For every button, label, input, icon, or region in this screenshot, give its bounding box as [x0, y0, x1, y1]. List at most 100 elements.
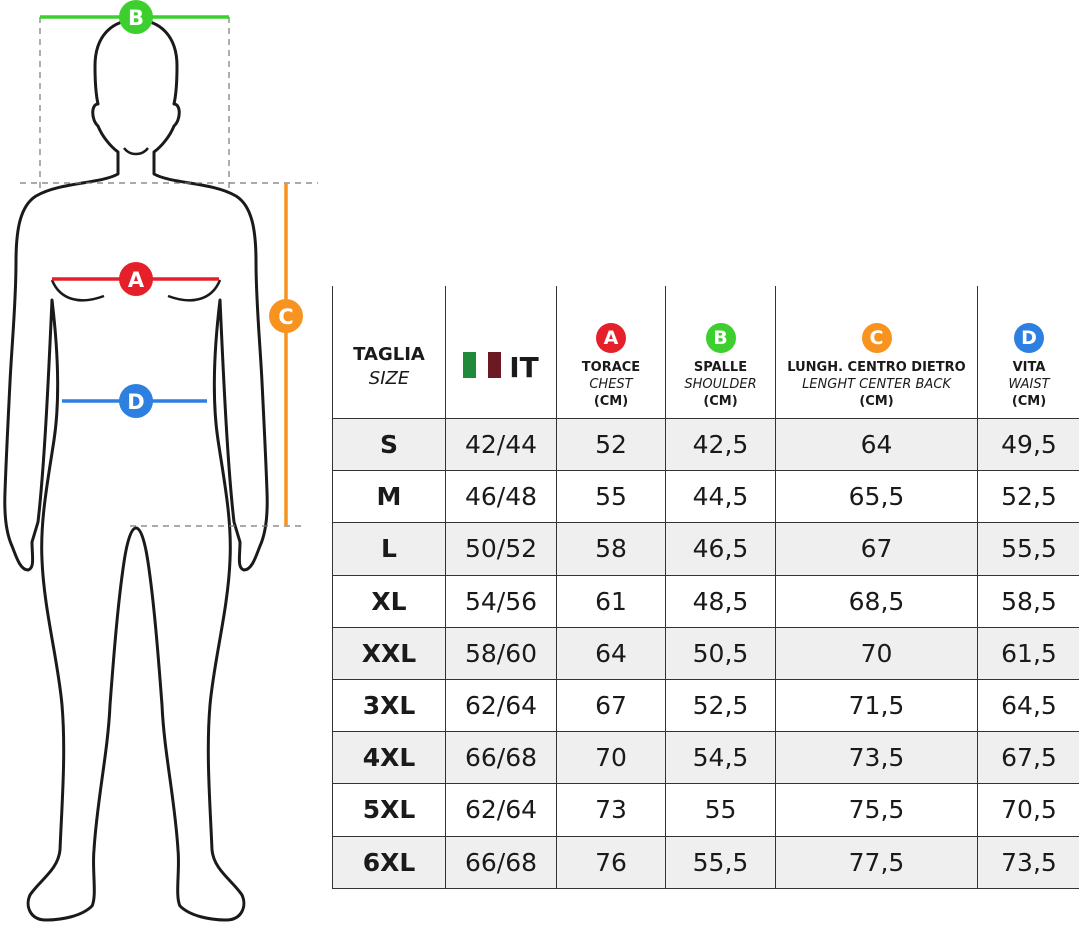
table-cell: 52,5 [977, 470, 1079, 524]
header-title: LUNGH. CENTRO DIETRO [787, 360, 966, 375]
header-subtitle: CHEST [589, 377, 633, 392]
header-subtitle: SIZE [368, 368, 410, 389]
flag [463, 351, 502, 378]
table-cell: 70,5 [977, 783, 1079, 837]
header-row: TAGLIA SIZE IT A TORACE CHEST (CM) B SPALLE SHOUL… [332, 286, 1079, 419]
table-cell: 66/68 [445, 731, 557, 785]
table-cell: 76 [556, 836, 666, 889]
table-cell: 67,5 [977, 731, 1079, 785]
table-row: XXL 58/60 64 50,5 70 61,5 [332, 627, 1079, 680]
table-cell: 75,5 [775, 783, 978, 837]
table-cell: 61 [556, 575, 666, 628]
table-cell: 73,5 [977, 836, 1079, 889]
badge-b [119, 0, 153, 34]
chest-lines [50, 279, 222, 302]
table-cell: 55,5 [977, 522, 1079, 576]
table-cell: 55 [665, 783, 776, 837]
table-row: 3XL 62/64 67 52,5 71,5 64,5 [332, 679, 1079, 733]
table-row: 5XL 62/64 73 55 75,5 70,5 [332, 783, 1079, 837]
header-unit: (CM) [593, 394, 629, 409]
table-cell: 4XL [332, 731, 446, 785]
body-right [134, 18, 269, 922]
table-cell: 58/60 [445, 627, 557, 680]
table-cell: 68,5 [775, 575, 978, 628]
table-cell: 62/64 [445, 783, 557, 837]
header-cell: B SPALLE SHOULDER (CM) [665, 286, 776, 419]
table-cell: 48,5 [665, 575, 776, 628]
body-left [3, 18, 138, 922]
guides [20, 17, 318, 527]
header-subtitle: LENGHT CENTER BACK [802, 377, 951, 392]
badge-label: C [278, 305, 293, 329]
table-cell: 52,5 [665, 679, 776, 733]
table-cell: 58,5 [977, 575, 1079, 628]
table-cell: 54/56 [445, 575, 557, 628]
table-cell: 55,5 [665, 836, 776, 889]
table-cell: 46/48 [445, 470, 557, 524]
table-cell: 50,5 [665, 627, 776, 680]
header-cell: A TORACE CHEST (CM) [556, 286, 666, 419]
header-subtitle: SHOULDER [684, 377, 757, 392]
table-cell: 65,5 [775, 470, 978, 524]
badge-c [269, 299, 303, 333]
header-cell: IT [445, 286, 557, 419]
badge-label: D [127, 390, 144, 414]
table-cell: 77,5 [775, 836, 978, 889]
table-body: S 42/44 52 42,5 64 49,5 M 46/48 55 44,5 65,5 52,5 L 5… [332, 418, 1079, 889]
header-title: TORACE [581, 360, 641, 375]
table-cell: XXL [332, 627, 446, 680]
chin [123, 147, 149, 156]
table-row: 6XL 66/68 76 55,5 77,5 73,5 [332, 836, 1079, 889]
column-badge: A [596, 323, 626, 353]
table-cell: 73 [556, 783, 666, 837]
table-cell: 62/64 [445, 679, 557, 733]
table-cell: 64 [775, 418, 978, 472]
table-cell: 71,5 [775, 679, 978, 733]
table-cell: 70 [556, 731, 666, 785]
header-cell: D VITA WAIST (CM) [977, 286, 1079, 419]
table-cell: 46,5 [665, 522, 776, 576]
header-cell: TAGLIA SIZE [332, 286, 446, 419]
table-cell: 67 [556, 679, 666, 733]
table-cell: 73,5 [775, 731, 978, 785]
table-cell: 42,5 [665, 418, 776, 472]
table-row: S 42/44 52 42,5 64 49,5 [332, 418, 1079, 472]
header-title: VITA [1012, 360, 1046, 375]
header-unit: (CM) [1011, 394, 1047, 409]
table-cell: S [332, 418, 446, 472]
table-cell: 67 [775, 522, 978, 576]
badge-d [119, 384, 153, 418]
header-unit: (CM) [703, 394, 738, 409]
badge-label: B [128, 6, 144, 30]
table-cell: L [332, 522, 446, 576]
table-row: 4XL 66/68 70 54,5 73,5 67,5 [332, 731, 1079, 785]
table-cell: M [332, 470, 446, 524]
table-cell: 6XL [332, 836, 446, 889]
header-cell: C LUNGH. CENTRO DIETRO LENGHT CENTER BACK (… [775, 286, 978, 419]
size-table: TAGLIA SIZE IT A TORACE CHEST (CM) B SPALLE SHOUL… [332, 286, 1079, 889]
table-cell: 50/52 [445, 522, 557, 576]
table-row: L 50/52 58 46,5 67 55,5 [332, 522, 1079, 576]
table-cell: 66/68 [445, 836, 557, 889]
table-cell: 61,5 [977, 627, 1079, 680]
italy-flag [463, 351, 502, 383]
table-cell: 5XL [332, 783, 446, 837]
table-cell: 3XL [332, 679, 446, 733]
table-cell: 64 [556, 627, 666, 680]
badge-a [119, 262, 153, 296]
table-row: M 46/48 55 44,5 65,5 52,5 [332, 470, 1079, 524]
table-cell: 49,5 [977, 418, 1079, 472]
badge-label: A [128, 268, 145, 292]
table-cell: 52 [556, 418, 666, 472]
table-cell: 55 [556, 470, 666, 524]
header-unit: (CM) [859, 394, 894, 409]
table-cell: 44,5 [665, 470, 776, 524]
column-badge: D [1014, 323, 1044, 353]
header-subtitle: WAIST [1008, 377, 1050, 392]
table-cell: XL [332, 575, 446, 628]
body-figure: B A C D [3, 0, 318, 922]
table-cell: 64,5 [977, 679, 1079, 733]
column-badge: B [705, 323, 736, 353]
column-badge: C [861, 323, 892, 353]
